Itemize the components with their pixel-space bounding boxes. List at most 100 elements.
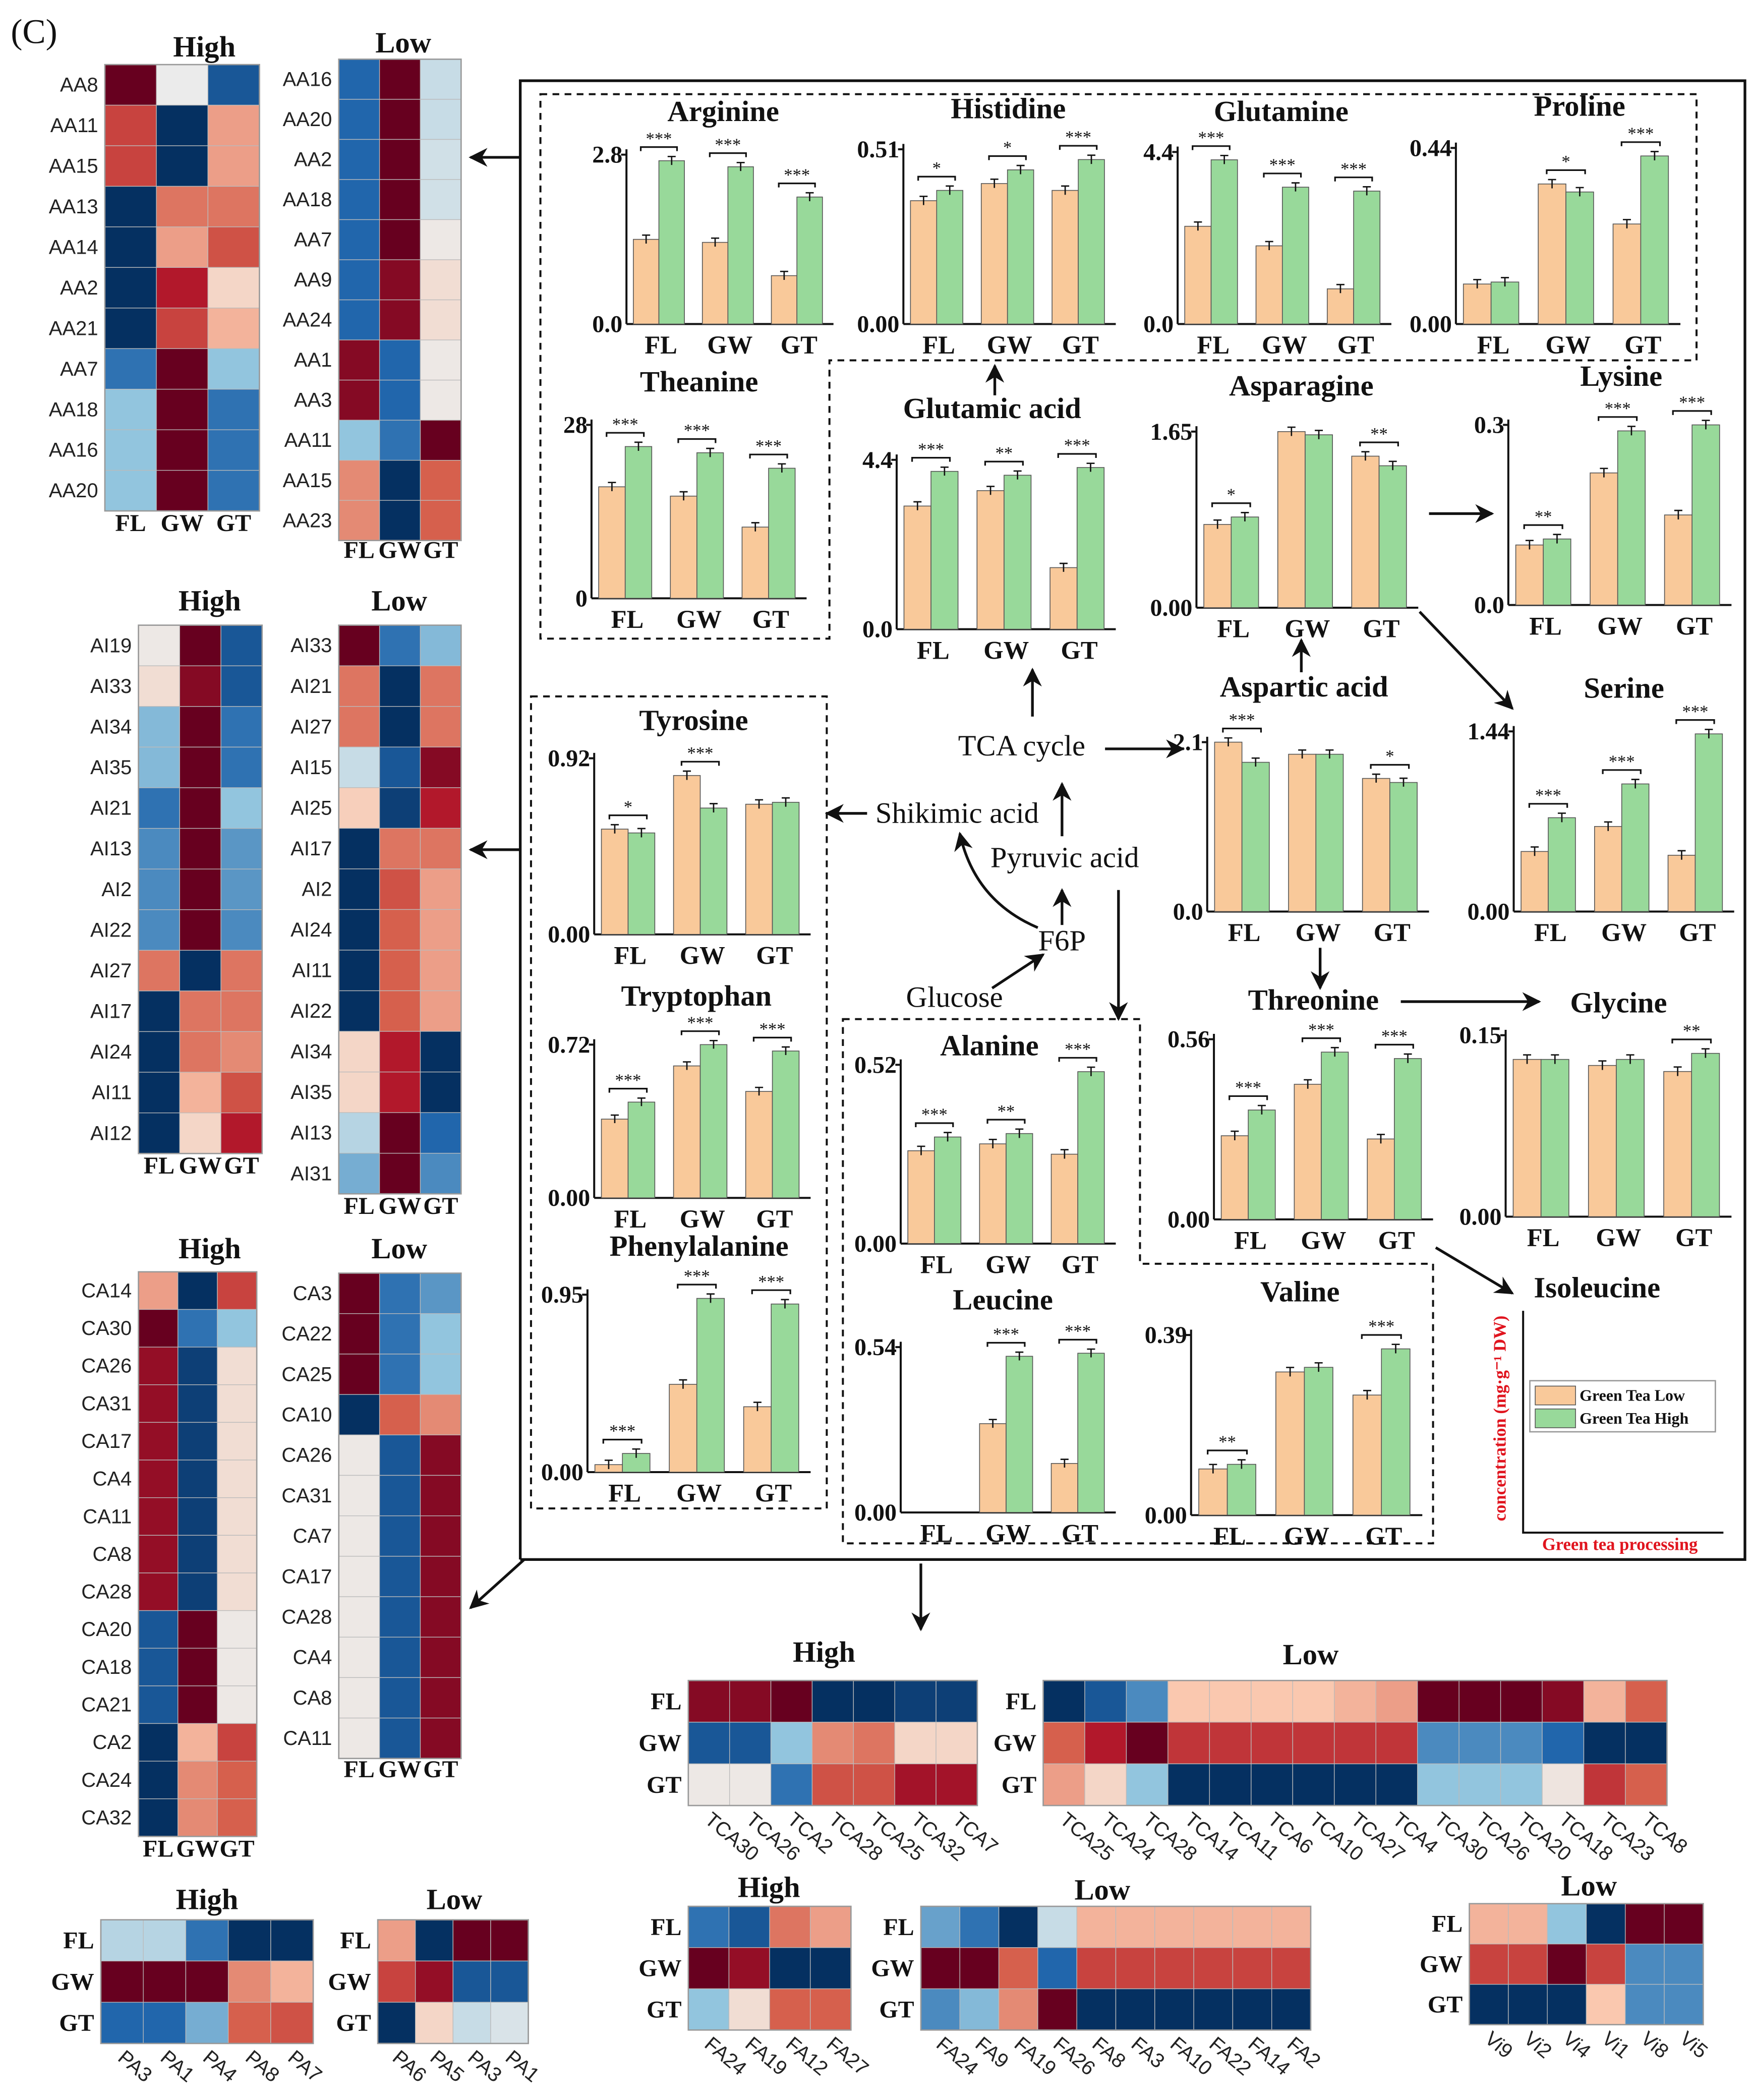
heatmap-cell <box>338 706 380 747</box>
heatmap-row-label: CA28 <box>81 1581 132 1603</box>
heatmap-row-label: AA7 <box>294 229 332 251</box>
heatmap-cell <box>420 1031 461 1073</box>
heatmap-cell <box>1625 1903 1665 1945</box>
bar-low-GT <box>1362 778 1390 912</box>
heatmap-cell <box>420 1596 461 1638</box>
heatmap-cell <box>420 1153 461 1194</box>
bar-low-GT <box>1351 455 1380 608</box>
bar-low-FL <box>910 200 938 325</box>
x-tick-label: GT <box>1679 918 1716 947</box>
heatmap-col-label: GT <box>219 1835 254 1862</box>
y-tick-label-max: 0.95 <box>541 1281 583 1308</box>
heatmap-border <box>338 1272 462 1760</box>
error-bar <box>1194 221 1202 231</box>
significance-bracket <box>1058 1057 1097 1062</box>
heatmap-cell <box>338 746 380 788</box>
heatmap-cell <box>379 1153 421 1194</box>
heatmap-cell <box>379 624 421 666</box>
heatmap-cell <box>143 1919 187 1962</box>
heatmap-cell <box>379 99 421 140</box>
heatmap-cell <box>138 706 180 748</box>
heatmap-cell <box>1625 1984 1665 2025</box>
significance-bracket <box>1671 1038 1712 1044</box>
error-bar <box>1473 279 1482 288</box>
heatmap-cell <box>1625 1763 1668 1806</box>
bar-low-GW <box>1294 1084 1322 1220</box>
heatmap-cell <box>1076 1947 1117 1990</box>
heatmap-row-label: GW <box>994 1730 1036 1757</box>
heatmap-cell <box>207 226 260 268</box>
heatmap-col-label: FL <box>344 537 375 563</box>
error-bar <box>642 234 651 244</box>
heatmap-cell <box>220 1072 263 1114</box>
bar-low-GT <box>1051 190 1079 325</box>
error-bar <box>1209 1464 1217 1474</box>
error-bar <box>1705 728 1713 739</box>
x-tick-label: FL <box>1529 612 1562 640</box>
x-tick-label: GT <box>1337 331 1374 359</box>
heatmap-cell <box>138 1761 179 1799</box>
heatmap-cell <box>338 909 380 951</box>
y-tick-label-max: 2.8 <box>592 142 622 168</box>
heatmap-cell <box>179 909 221 951</box>
heatmap-cell <box>1042 1722 1085 1765</box>
y-tick-label-max: 1.44 <box>1468 718 1510 745</box>
significance-bracket <box>1598 416 1638 421</box>
bar-chart-glutamic-acid: Glutamic acid 4.4 0.0 FL *** GW ** GT *** <box>862 392 1116 664</box>
heatmap-cell <box>379 1112 421 1154</box>
error-bar <box>944 1132 952 1142</box>
chart-title: Glutamine <box>1214 95 1349 128</box>
error-bar <box>988 1138 997 1148</box>
heatmap-cell <box>420 1677 461 1719</box>
heatmap-row-label: GT <box>336 2010 371 2036</box>
error-bar <box>1598 1060 1607 1070</box>
heatmap-cell <box>420 1717 461 1759</box>
bar-low-GW <box>673 1065 701 1199</box>
significance-label: *** <box>684 421 710 440</box>
heatmap-title: Low <box>1074 1874 1130 1906</box>
heatmap-cell <box>1469 1984 1509 2025</box>
heatmap-row-label: CA18 <box>81 1656 132 1678</box>
heatmap-cell <box>100 1919 144 1962</box>
bar-low-FL <box>1515 544 1544 606</box>
error-bar <box>1404 1053 1412 1063</box>
bar-chart-alanine: Alanine 0.52 0.00 FL *** GW ** GT *** <box>854 1029 1116 1278</box>
heatmap-cell <box>217 1347 257 1385</box>
heatmap-cell <box>920 1906 960 1948</box>
x-tick-label: FL <box>1477 331 1510 359</box>
bar-high-GW <box>1281 187 1309 325</box>
heatmap-row-label: AI34 <box>290 1041 332 1063</box>
significance-bracket <box>986 1341 1026 1347</box>
heatmap-cell <box>178 1384 218 1423</box>
significance-label: * <box>1003 138 1012 157</box>
significance-label: ** <box>1370 425 1388 444</box>
x-tick-label: GT <box>1378 1227 1415 1255</box>
bar-low-FL <box>1463 283 1492 325</box>
heatmap-cell <box>1042 1763 1085 1806</box>
heatmap-cell <box>379 139 421 180</box>
heatmap-cell <box>770 1680 813 1723</box>
chart-title: Valine <box>1260 1275 1339 1308</box>
heatmap-row-label: GT <box>1002 1772 1036 1798</box>
x-tick-label: FL <box>1234 1227 1267 1255</box>
heatmap-row-label: AA14 <box>49 236 98 258</box>
error-bar <box>988 1419 997 1428</box>
heatmap-cell <box>728 1988 770 2030</box>
heatmap-cell <box>338 1071 380 1113</box>
heatmap-cell <box>379 706 421 747</box>
heatmap-cell <box>207 104 260 146</box>
bar-low-GT <box>745 1091 773 1199</box>
chart-title: Proline <box>1534 89 1625 122</box>
significance-bracket <box>1263 172 1302 178</box>
heatmap-title: Low <box>1283 1638 1339 1671</box>
heatmap-cell <box>217 1648 257 1686</box>
heatmap-cell <box>220 746 263 788</box>
heatmap-row-label: AI33 <box>90 675 132 697</box>
heatmap-cell <box>179 1031 221 1073</box>
bar-high-FL <box>1241 762 1270 912</box>
heatmap-col-label: GW <box>176 1835 219 1862</box>
bar-low-GT <box>771 275 797 325</box>
significance-bracket <box>677 1284 717 1289</box>
heatmap-cell <box>138 1460 179 1498</box>
heatmap-cell <box>1167 1722 1210 1765</box>
